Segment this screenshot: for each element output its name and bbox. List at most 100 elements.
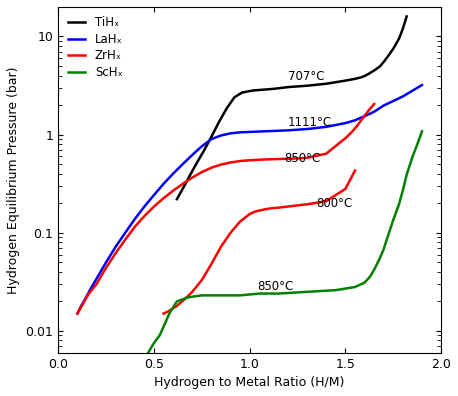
ZrHₓ [209, 165, 214, 170]
TiHₓ [255, 88, 260, 93]
LaHₓ [228, 131, 233, 136]
X-axis label: Hydrogen to Metal Ratio (H/M): Hydrogen to Metal Ratio (H/M) [154, 376, 345, 389]
ScHₓ [149, 344, 155, 348]
Text: 1111°C: 1111°C [288, 116, 332, 129]
TiHₓ [365, 72, 371, 76]
ScHₓ [400, 188, 406, 193]
LaHₓ [78, 303, 84, 308]
ZrHₓ [161, 196, 166, 200]
ZrHₓ [256, 157, 262, 162]
ZrHₓ [190, 175, 195, 180]
ZrHₓ [151, 204, 157, 209]
ZrHₓ [237, 159, 243, 164]
LaHₓ [391, 99, 396, 103]
ZrHₓ [199, 170, 205, 175]
TiHₓ [352, 76, 358, 81]
TiHₓ [216, 120, 222, 124]
LaHₓ [247, 129, 252, 134]
ScHₓ [419, 129, 425, 134]
Line: ScHₓ: ScHₓ [144, 131, 422, 360]
TiHₓ [371, 68, 377, 73]
TiHₓ [247, 89, 252, 93]
ScHₓ [185, 295, 191, 300]
ZrHₓ [262, 157, 268, 162]
LaHₓ [88, 286, 93, 291]
Legend: TiHₓ, LaHₓ, ZrHₓ, ScHₓ: TiHₓ, LaHₓ, ZrHₓ, ScHₓ [64, 13, 126, 82]
Text: 850°C: 850°C [284, 152, 321, 166]
TiHₓ [385, 55, 390, 59]
LaHₓ [209, 137, 214, 141]
TiHₓ [224, 106, 229, 111]
ScHₓ [146, 350, 151, 355]
ScHₓ [142, 358, 147, 363]
LaHₓ [409, 88, 415, 93]
LaHₓ [237, 130, 243, 135]
ScHₓ [377, 256, 382, 261]
ZrHₓ [362, 114, 367, 118]
LaHₓ [75, 311, 80, 316]
ZrHₓ [104, 265, 109, 270]
ZrHₓ [323, 151, 329, 156]
LaHₓ [343, 121, 348, 126]
ZrHₓ [276, 157, 281, 162]
TiHₓ [305, 83, 310, 88]
ScHₓ [174, 299, 180, 304]
TiHₓ [343, 78, 348, 83]
ZrHₓ [266, 157, 272, 162]
ScHₓ [391, 217, 396, 222]
ScHₓ [161, 324, 166, 329]
TiHₓ [270, 87, 275, 91]
ZrHₓ [281, 156, 287, 161]
ScHₓ [371, 267, 377, 272]
ZrHₓ [350, 128, 356, 133]
LaHₓ [190, 152, 195, 157]
TiHₓ [285, 85, 291, 89]
Line: ZrHₓ: ZrHₓ [77, 104, 374, 314]
ScHₓ [153, 338, 158, 343]
ScHₓ [404, 172, 409, 177]
TiHₓ [185, 176, 191, 181]
TiHₓ [239, 90, 245, 95]
ZrHₓ [122, 237, 128, 242]
LaHₓ [170, 171, 176, 176]
LaHₓ [276, 128, 281, 133]
LaHₓ [142, 204, 147, 209]
LaHₓ [94, 276, 99, 281]
ZrHₓ [358, 118, 364, 123]
LaHₓ [352, 118, 358, 123]
LaHₓ [151, 193, 157, 198]
TiHₓ [396, 36, 402, 41]
ZrHₓ [94, 282, 99, 286]
ScHₓ [157, 333, 163, 338]
ZrHₓ [347, 132, 352, 137]
ScHₓ [409, 155, 415, 160]
TiHₓ [404, 14, 409, 19]
LaHₓ [400, 94, 406, 99]
LaHₓ [104, 260, 109, 265]
LaHₓ [199, 144, 205, 148]
Text: 850°C: 850°C [257, 280, 294, 293]
Text: 800°C: 800°C [316, 196, 353, 209]
ZrHₓ [75, 311, 80, 316]
ZrHₓ [218, 162, 224, 167]
LaHₓ [218, 133, 224, 138]
LaHₓ [180, 162, 185, 167]
TiHₓ [323, 81, 329, 86]
ZrHₓ [371, 102, 377, 107]
ZrHₓ [86, 291, 92, 296]
LaHₓ [266, 129, 272, 133]
LaHₓ [371, 109, 377, 114]
ZrHₓ [365, 109, 371, 113]
TiHₓ [381, 59, 387, 64]
TiHₓ [193, 162, 199, 167]
ZrHₓ [354, 124, 360, 129]
ScHₓ [381, 247, 387, 251]
ScHₓ [415, 140, 421, 145]
ScHₓ [218, 293, 224, 298]
ZrHₓ [343, 136, 348, 141]
TiHₓ [400, 27, 406, 31]
ScHₓ [385, 235, 390, 240]
ScHₓ [167, 311, 172, 316]
Y-axis label: Hydrogen Equilibrium Pressure (bar): Hydrogen Equilibrium Pressure (bar) [7, 66, 20, 293]
ZrHₓ [247, 158, 252, 163]
